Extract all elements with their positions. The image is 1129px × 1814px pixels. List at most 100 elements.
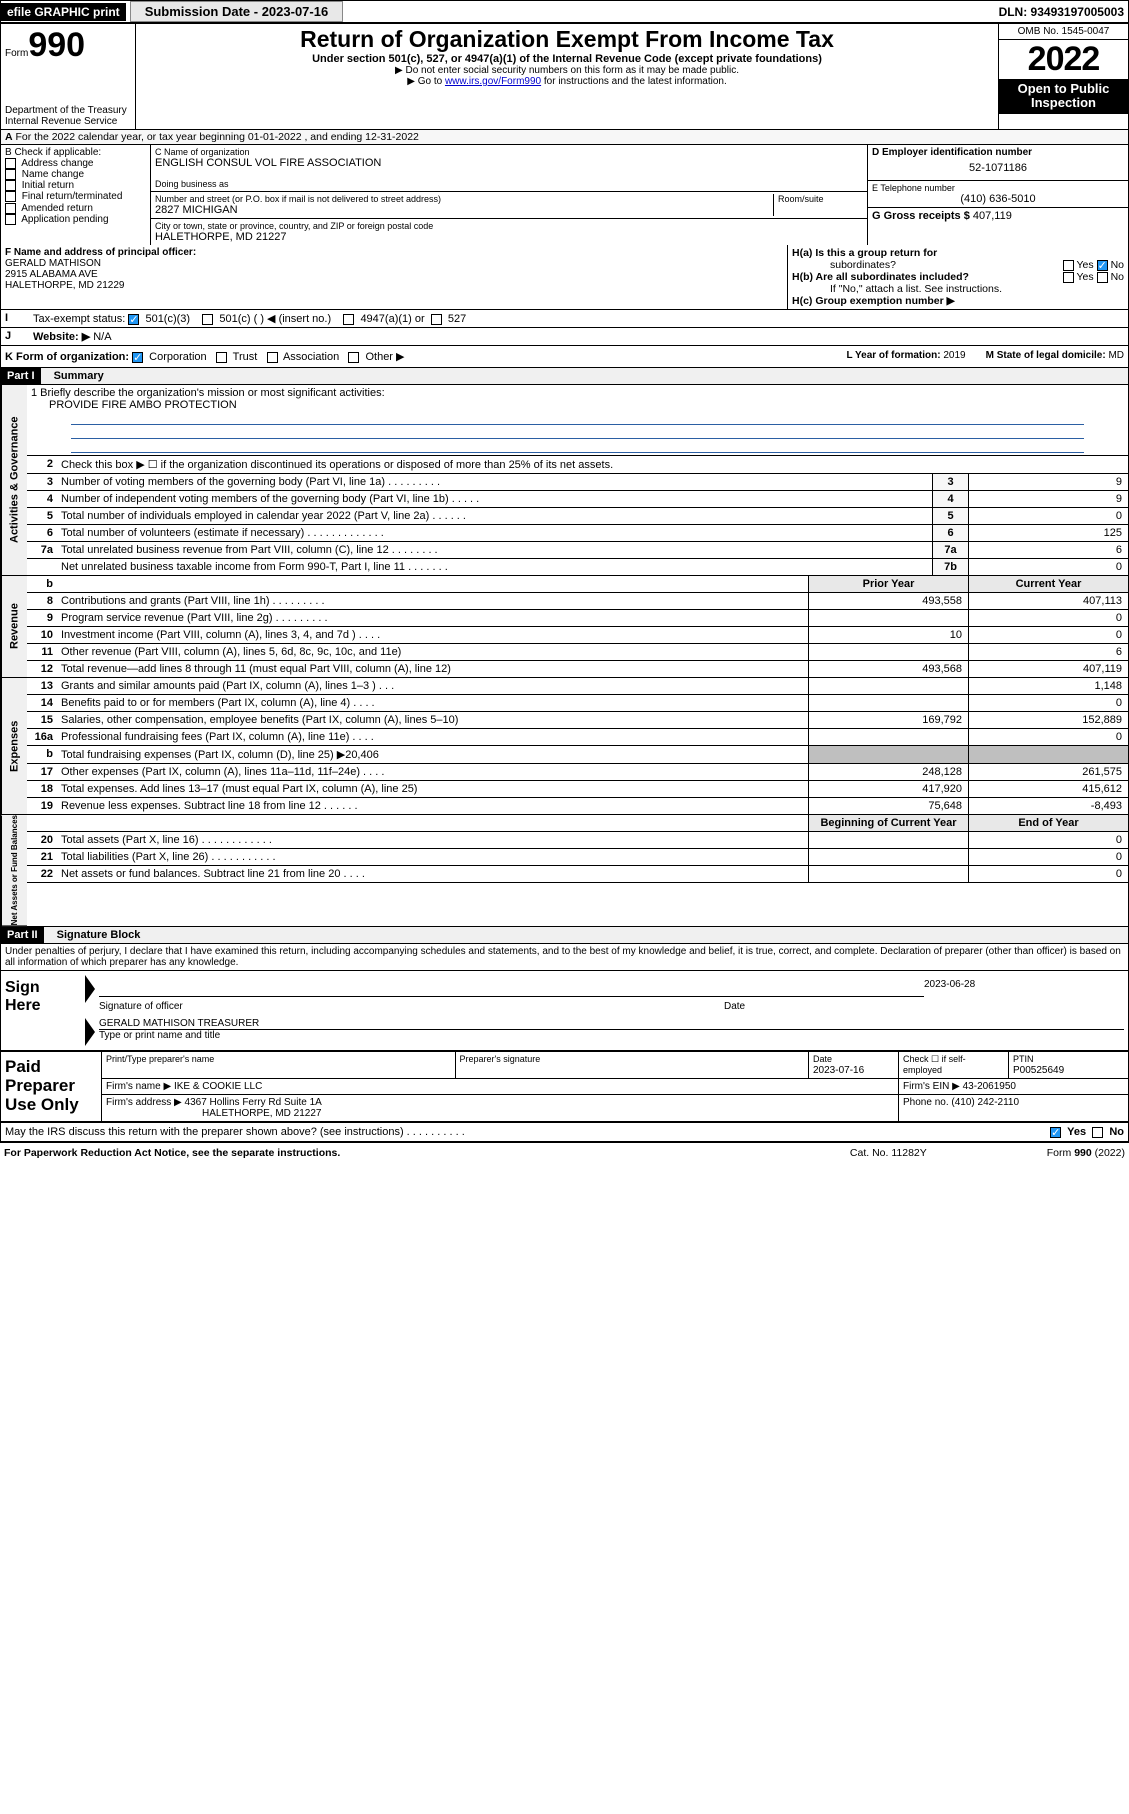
form-title: Return of Organization Exempt From Incom… xyxy=(140,26,994,53)
phone-l: Phone no. xyxy=(903,1097,949,1108)
pdate-v: 2023-07-16 xyxy=(813,1065,864,1076)
gov-row: 5Total number of individuals employed in… xyxy=(27,508,1128,525)
ha2: subordinates? xyxy=(830,259,896,271)
table-row: 15Salaries, other compensation, employee… xyxy=(27,712,1128,729)
block-fh: F Name and address of principal officer:… xyxy=(0,245,1129,310)
dept: Department of the Treasury xyxy=(5,105,131,116)
m-val: MD xyxy=(1108,350,1124,361)
penalties: Under penalties of perjury, I declare th… xyxy=(0,944,1129,970)
rev-section: Revenue b Prior Year Current Year 8Contr… xyxy=(0,576,1129,678)
b-opt: Name change xyxy=(5,169,146,180)
form-number: 990 xyxy=(28,26,85,64)
form-word: Form xyxy=(5,48,28,59)
efile-label: efile GRAPHIC print xyxy=(1,3,126,21)
gov-sidelabel: Activities & Governance xyxy=(1,385,27,576)
hb2: If "No," attach a list. See instructions… xyxy=(830,283,1124,295)
line-j: J Website: ▶ N/A xyxy=(0,328,1129,346)
room-label: Room/suite xyxy=(773,194,863,216)
py-hdr: Prior Year xyxy=(808,576,968,592)
i-o1: 501(c)(3) xyxy=(145,313,190,325)
b-opt: Amended return xyxy=(5,203,146,214)
table-row: 12Total revenue—add lines 8 through 11 (… xyxy=(27,661,1128,678)
mission-q: 1 Briefly describe the organization's mi… xyxy=(31,387,1124,399)
form990-link[interactable]: www.irs.gov/Form990 xyxy=(445,76,541,87)
exp-sidelabel: Expenses xyxy=(1,678,27,815)
cat-no: Cat. No. 11282Y xyxy=(850,1147,927,1159)
l-val: 2019 xyxy=(943,350,965,361)
pra: For Paperwork Reduction Act Notice, see … xyxy=(4,1147,340,1159)
i-o2: 501(c) ( ) ◀ (insert no.) xyxy=(219,313,331,325)
gross-label: G Gross receipts $ xyxy=(872,210,970,222)
ein-label: D Employer identification number xyxy=(872,147,1124,158)
part-i-tag: Part I xyxy=(1,368,41,384)
table-row: 13Grants and similar amounts paid (Part … xyxy=(27,678,1128,695)
faddr-l: Firm's address ▶ xyxy=(106,1097,182,1108)
b-label: B Check if applicable: xyxy=(5,147,146,158)
form-header: Form990 Department of the Treasury Inter… xyxy=(0,23,1129,130)
signer-name: GERALD MATHISON TREASURER xyxy=(99,1018,1124,1029)
tax-year: 2022 xyxy=(999,40,1128,79)
rev-sidelabel: Revenue xyxy=(1,576,27,678)
gov-row: Net unrelated business taxable income fr… xyxy=(27,559,1128,576)
fein-l: Firm's EIN ▶ xyxy=(903,1081,960,1092)
exp-section: Expenses 13Grants and similar amounts pa… xyxy=(0,678,1129,815)
part-ii-hdr: Part II Signature Block xyxy=(0,927,1129,944)
discuss-yes-cb[interactable] xyxy=(1050,1127,1061,1138)
date-label: Date xyxy=(724,1001,745,1012)
hc: H(c) Group exemption number ▶ xyxy=(792,295,955,307)
discuss-no-cb[interactable] xyxy=(1092,1127,1103,1138)
l-label: L Year of formation: xyxy=(847,350,941,361)
hb-no-cb[interactable] xyxy=(1097,272,1108,283)
discuss-yes: Yes xyxy=(1067,1126,1086,1138)
table-row: 20Total assets (Part X, line 16) . . . .… xyxy=(27,832,1128,849)
block-h: H(a) Is this a group return for subordin… xyxy=(788,245,1128,309)
net-cy-hdr: End of Year xyxy=(968,815,1128,831)
no-label: No xyxy=(1111,259,1124,271)
ptin-l: PTIN xyxy=(1013,1054,1034,1064)
f-name: GERALD MATHISON xyxy=(5,258,783,269)
yes-label2: Yes xyxy=(1077,271,1094,283)
sig-date: 2023-06-28 xyxy=(924,975,1124,1012)
firm-l: Firm's name ▶ xyxy=(106,1081,171,1092)
submission-date-btn[interactable]: Submission Date - 2023-07-16 xyxy=(130,1,344,22)
table-row: 14Benefits paid to or for members (Part … xyxy=(27,695,1128,712)
discuss-line: May the IRS discuss this return with the… xyxy=(0,1122,1129,1142)
ha-yes-cb[interactable] xyxy=(1063,260,1074,271)
i-501c-cb[interactable] xyxy=(202,314,213,325)
i-501c3-cb[interactable] xyxy=(128,314,139,325)
f-addr1: 2915 ALABAMA AVE xyxy=(5,269,783,280)
i-4947-cb[interactable] xyxy=(343,314,354,325)
k-label: K Form of organization: xyxy=(5,351,129,363)
firm-v: IKE & COOKIE LLC xyxy=(174,1081,262,1092)
hdr-right: OMB No. 1545-0047 2022 Open to Public In… xyxy=(998,24,1128,129)
table-row: 11Other revenue (Part VIII, column (A), … xyxy=(27,644,1128,661)
i-527-cb[interactable] xyxy=(431,314,442,325)
ha-no-cb[interactable] xyxy=(1097,260,1108,271)
table-row: 16aProfessional fundraising fees (Part I… xyxy=(27,729,1128,746)
gov-row: 2Check this box ▶ ☐ if the organization … xyxy=(27,456,1128,474)
discuss-no: No xyxy=(1109,1126,1124,1138)
part-i-hdr: Part I Summary xyxy=(0,368,1129,385)
c-name-label: C Name of organization xyxy=(155,147,863,157)
discuss-text: May the IRS discuss this return with the… xyxy=(5,1126,465,1138)
check-l: Check ☐ if self-employed xyxy=(903,1054,966,1075)
sub2: ▶ Do not enter social security numbers o… xyxy=(140,65,994,76)
block-bcd: B Check if applicable: Address change Na… xyxy=(0,145,1129,245)
tel: (410) 636-5010 xyxy=(872,193,1124,205)
arrow-icon xyxy=(85,975,95,1003)
dln: DLN: 93493197005003 xyxy=(999,5,1128,19)
org-name: ENGLISH CONSUL VOL FIRE ASSOCIATION xyxy=(155,157,863,169)
block-f: F Name and address of principal officer:… xyxy=(1,245,788,309)
net-hdr: Beginning of Current Year End of Year xyxy=(27,815,1128,832)
b-opt: Final return/terminated xyxy=(5,191,146,202)
gov-row: 6Total number of volunteers (estimate if… xyxy=(27,525,1128,542)
faddr-v2: HALETHORPE, MD 21227 xyxy=(202,1108,322,1119)
net-py-hdr: Beginning of Current Year xyxy=(808,815,968,831)
ptin-v: P00525649 xyxy=(1013,1065,1064,1076)
sigoff-label: Signature of officer xyxy=(99,1001,183,1012)
hb-yes-cb[interactable] xyxy=(1063,272,1074,283)
col-d: D Employer identification number 52-1071… xyxy=(868,145,1128,245)
typeprint-label: Type or print name and title xyxy=(99,1029,1124,1041)
line-a-text: For the 2022 calendar year, or tax year … xyxy=(16,131,419,143)
mission-a: PROVIDE FIRE AMBO PROTECTION xyxy=(31,399,1124,411)
